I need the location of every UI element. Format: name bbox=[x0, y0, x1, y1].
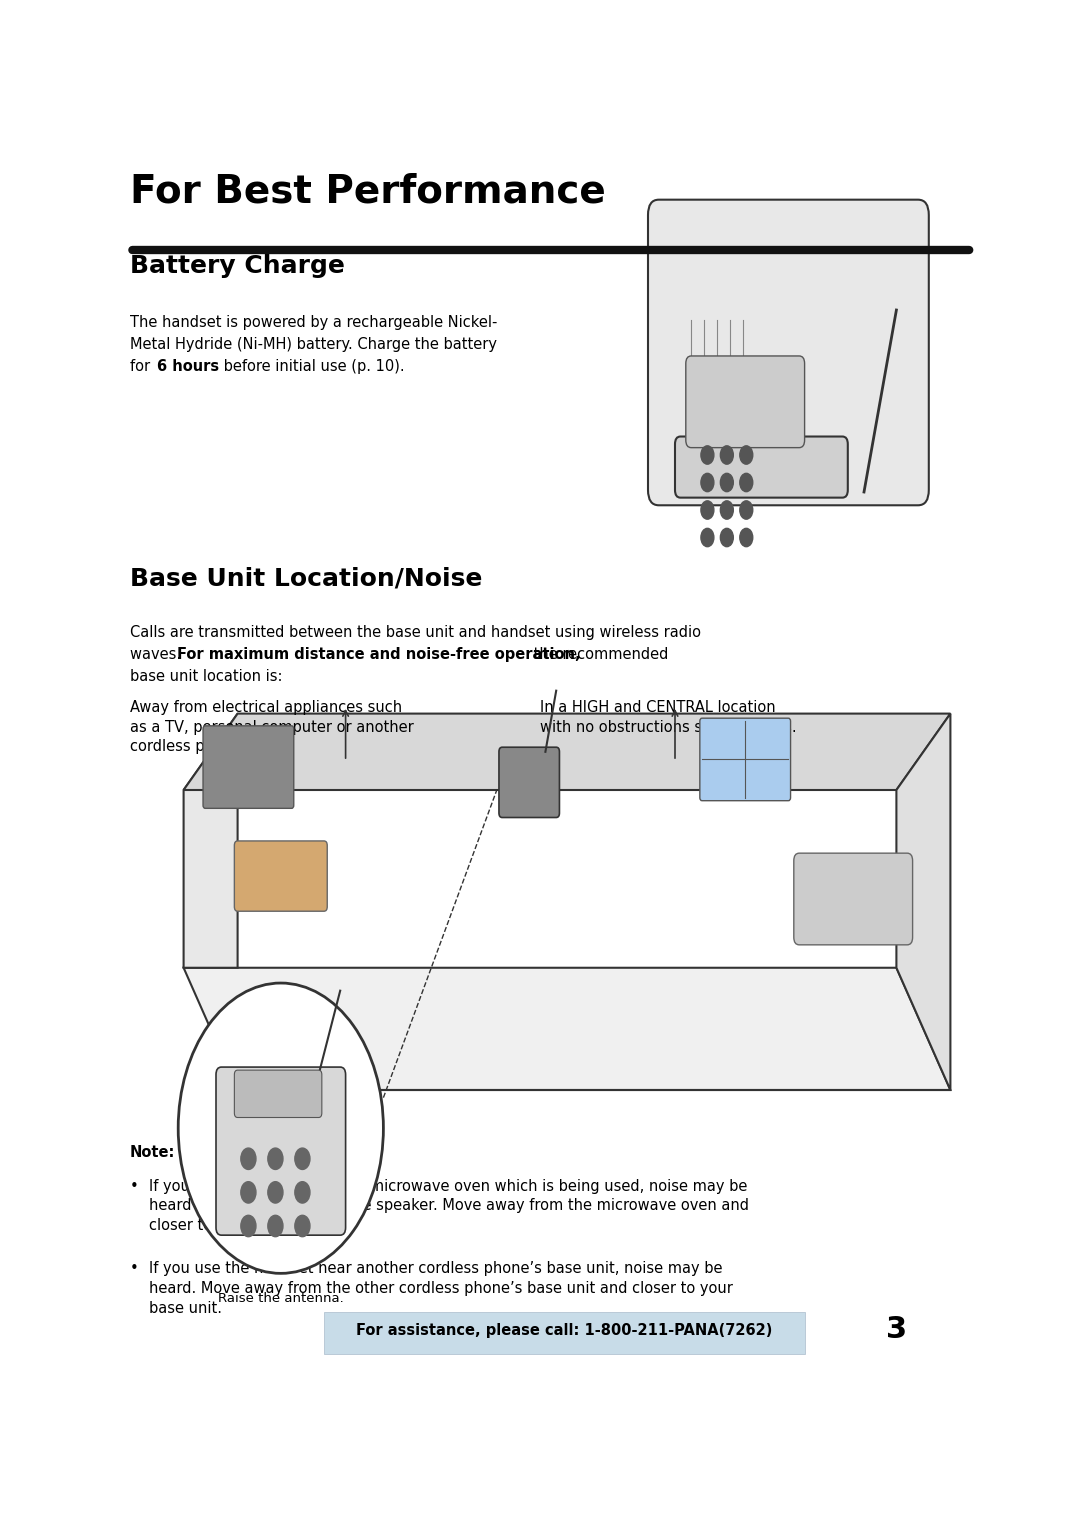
Circle shape bbox=[720, 446, 733, 465]
Circle shape bbox=[295, 1215, 310, 1236]
Text: the recommended: the recommended bbox=[529, 648, 669, 662]
Circle shape bbox=[178, 983, 383, 1273]
Circle shape bbox=[268, 1215, 283, 1236]
Text: 3: 3 bbox=[886, 1316, 907, 1345]
Circle shape bbox=[740, 529, 753, 547]
Circle shape bbox=[720, 501, 733, 520]
FancyBboxPatch shape bbox=[216, 1067, 346, 1235]
Polygon shape bbox=[184, 714, 238, 967]
Text: before initial use (p. 10).: before initial use (p. 10). bbox=[219, 359, 405, 374]
Circle shape bbox=[241, 1215, 256, 1236]
Circle shape bbox=[701, 529, 714, 547]
Text: The handset is powered by a rechargeable Nickel-: The handset is powered by a rechargeable… bbox=[130, 315, 497, 330]
Circle shape bbox=[241, 1148, 256, 1169]
Text: Raise the antenna.: Raise the antenna. bbox=[218, 1291, 343, 1305]
Text: for: for bbox=[130, 359, 154, 374]
Circle shape bbox=[720, 529, 733, 547]
FancyBboxPatch shape bbox=[794, 853, 913, 944]
Circle shape bbox=[701, 474, 714, 492]
Circle shape bbox=[268, 1148, 283, 1169]
Text: For assistance, please call: 1-800-211-PANA(7262): For assistance, please call: 1-800-211-P… bbox=[356, 1323, 772, 1337]
Circle shape bbox=[720, 474, 733, 492]
Text: base unit location is:: base unit location is: bbox=[130, 669, 282, 685]
Polygon shape bbox=[184, 714, 950, 790]
Text: If you use the handset near another cordless phone’s base unit, noise may be
hea: If you use the handset near another cord… bbox=[149, 1261, 733, 1316]
Circle shape bbox=[701, 501, 714, 520]
Text: Metal Hydride (Ni-MH) battery. Charge the battery: Metal Hydride (Ni-MH) battery. Charge th… bbox=[130, 338, 497, 351]
Circle shape bbox=[268, 1181, 283, 1203]
Text: 6 hours: 6 hours bbox=[157, 359, 219, 374]
Circle shape bbox=[295, 1181, 310, 1203]
Circle shape bbox=[241, 1181, 256, 1203]
FancyBboxPatch shape bbox=[675, 437, 848, 498]
FancyBboxPatch shape bbox=[686, 356, 805, 448]
FancyBboxPatch shape bbox=[324, 1311, 805, 1354]
FancyBboxPatch shape bbox=[203, 726, 294, 808]
Circle shape bbox=[701, 446, 714, 465]
Text: Battery Charge: Battery Charge bbox=[130, 254, 345, 278]
FancyBboxPatch shape bbox=[234, 1070, 322, 1117]
FancyBboxPatch shape bbox=[499, 747, 559, 817]
Text: Base Unit Location/Noise: Base Unit Location/Noise bbox=[130, 565, 482, 590]
Text: For maximum distance and noise-free operation,: For maximum distance and noise-free oper… bbox=[177, 648, 581, 662]
FancyBboxPatch shape bbox=[648, 200, 929, 506]
Text: •: • bbox=[130, 1178, 138, 1193]
Text: For Best Performance: For Best Performance bbox=[130, 173, 606, 209]
Circle shape bbox=[295, 1148, 310, 1169]
Text: •: • bbox=[130, 1261, 138, 1276]
Text: If you use the handset near a microwave oven which is being used, noise may be
h: If you use the handset near a microwave … bbox=[149, 1178, 750, 1233]
Circle shape bbox=[740, 474, 753, 492]
Text: Note:: Note: bbox=[130, 1144, 175, 1160]
Text: Away from electrical appliances such
as a TV, personal computer or another
cordl: Away from electrical appliances such as … bbox=[130, 700, 414, 755]
Polygon shape bbox=[896, 714, 950, 1089]
Circle shape bbox=[740, 446, 753, 465]
Polygon shape bbox=[184, 967, 950, 1089]
Text: Calls are transmitted between the base unit and handset using wireless radio: Calls are transmitted between the base u… bbox=[130, 625, 701, 640]
Circle shape bbox=[740, 501, 753, 520]
Text: In a HIGH and CENTRAL location
with no obstructions such as walls.: In a HIGH and CENTRAL location with no o… bbox=[540, 700, 797, 735]
FancyBboxPatch shape bbox=[700, 718, 791, 801]
Text: waves.: waves. bbox=[130, 648, 186, 662]
FancyBboxPatch shape bbox=[234, 840, 327, 911]
